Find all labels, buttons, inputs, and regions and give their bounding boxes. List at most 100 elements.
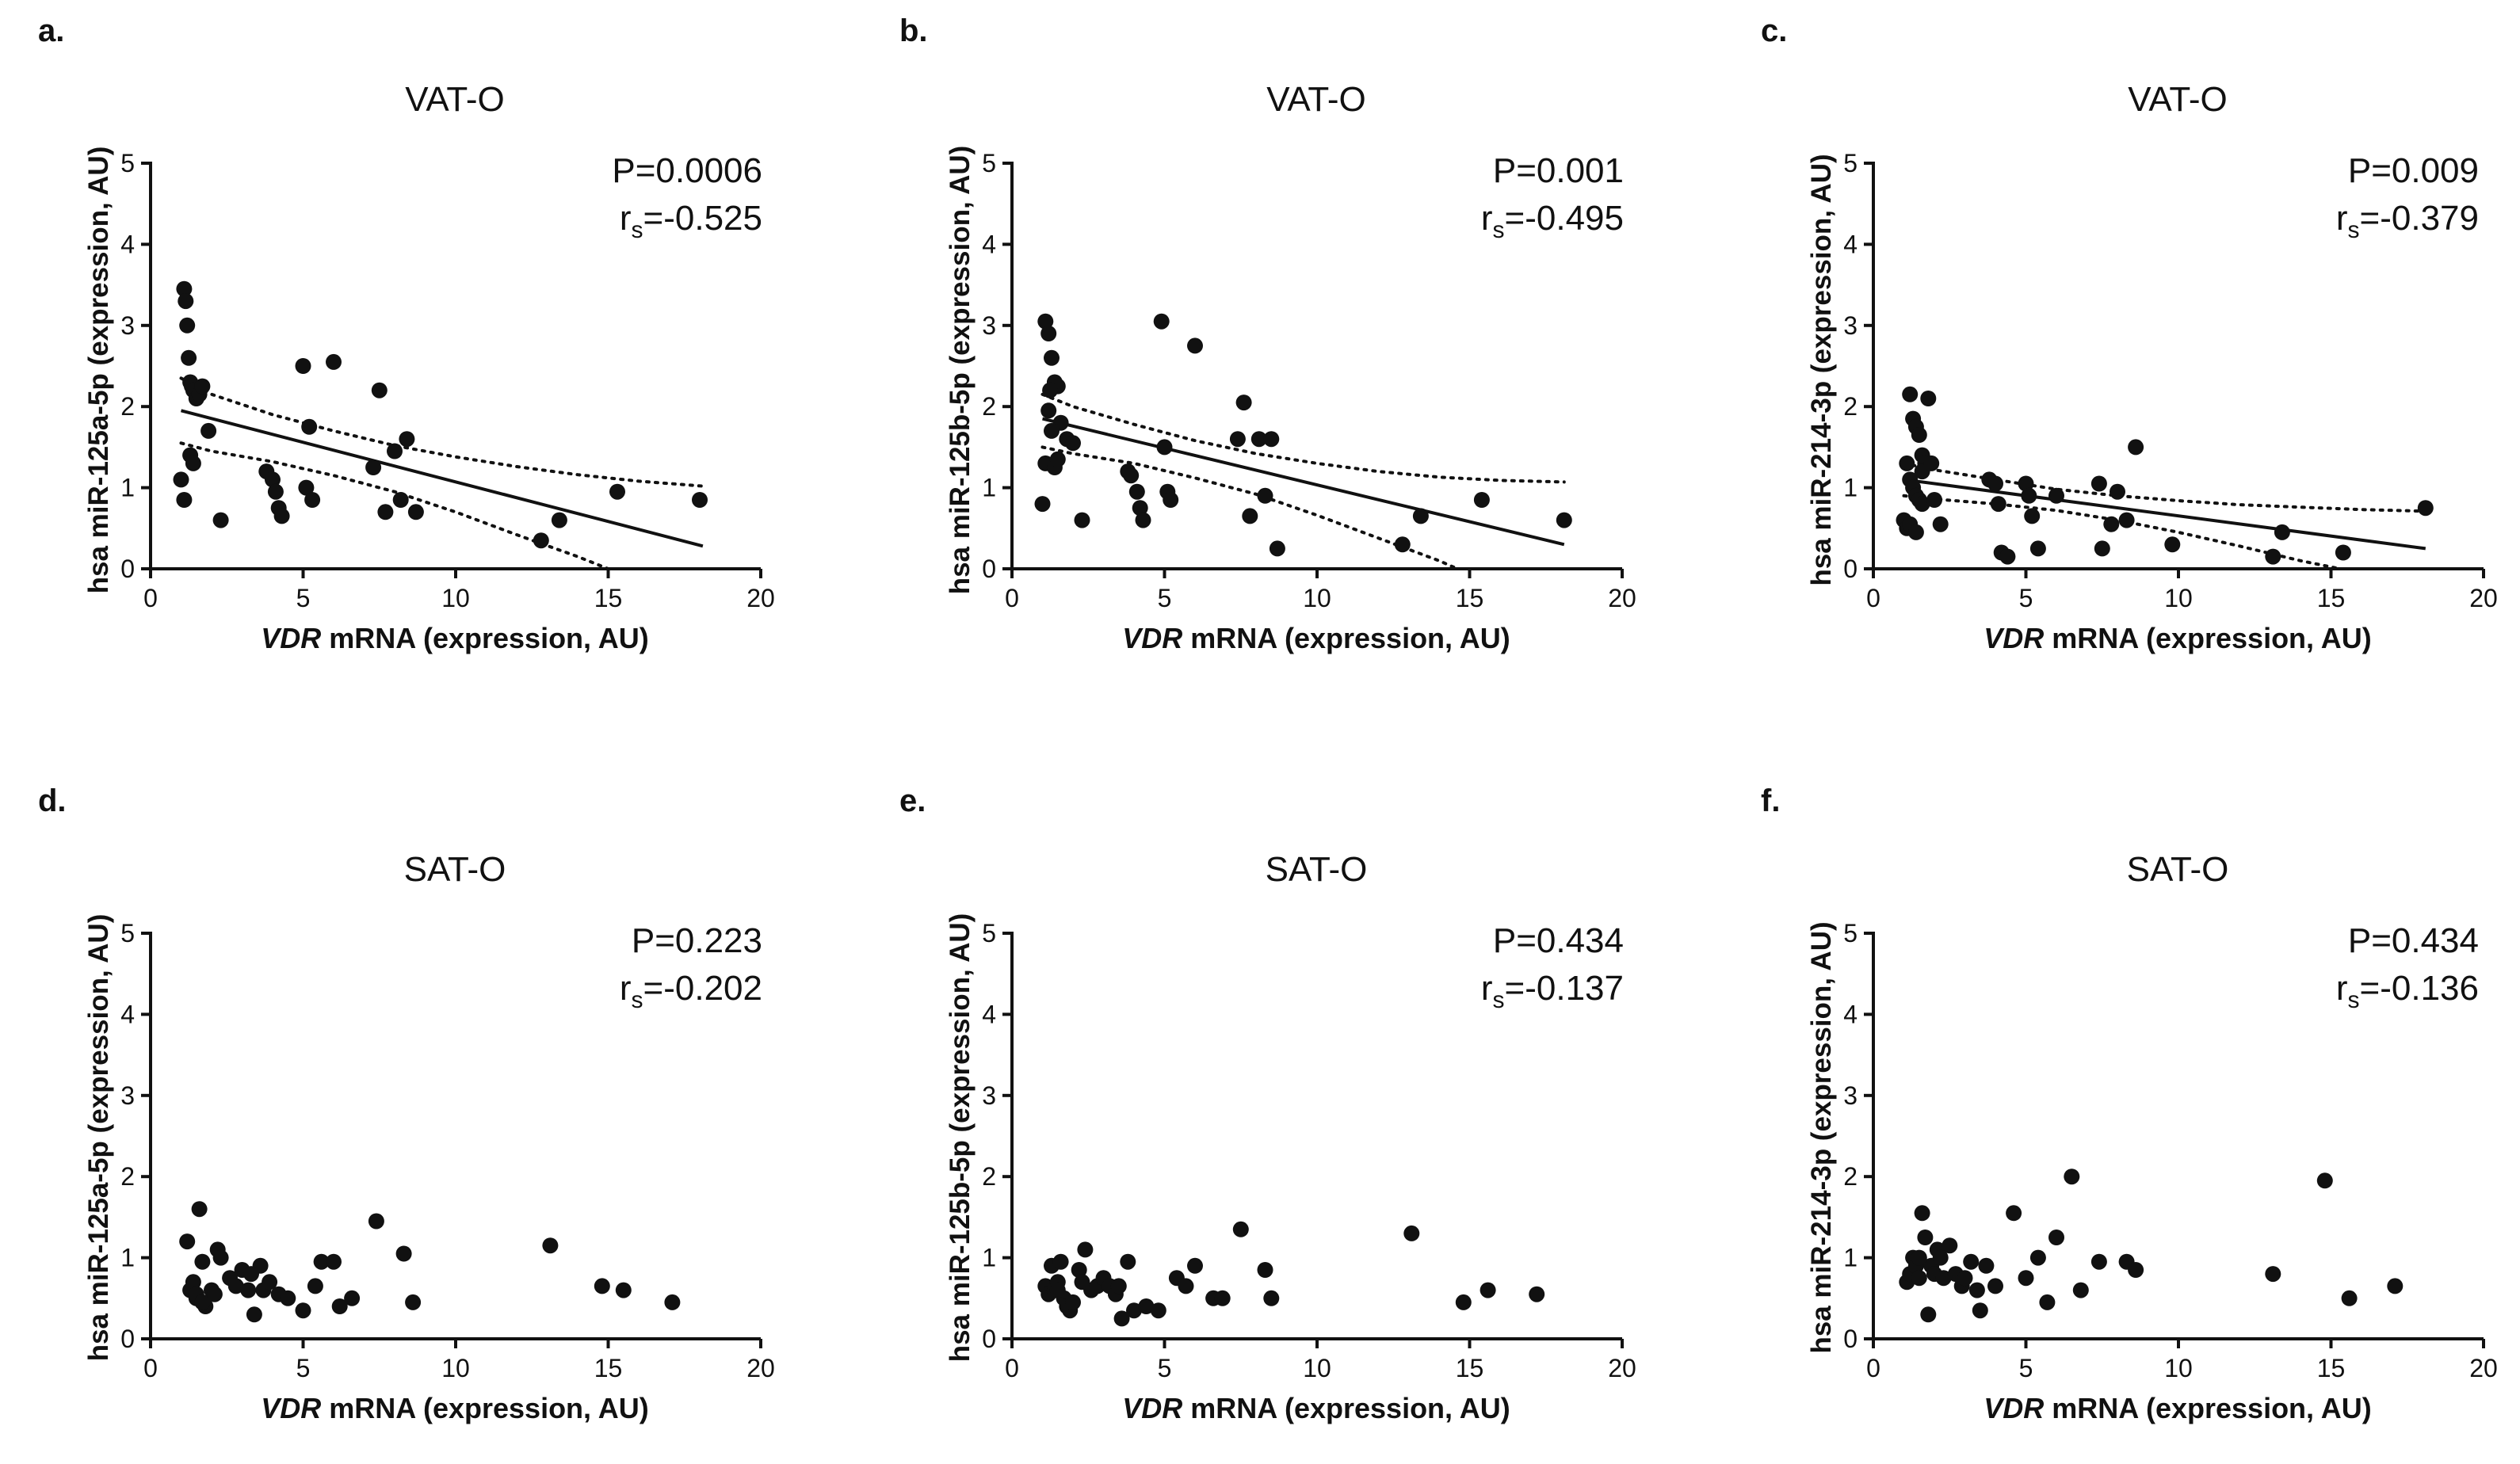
data-point: [1902, 386, 1919, 402]
data-point: [1455, 1294, 1472, 1310]
ci-lower-line: [1902, 494, 2342, 570]
y-tick-label: 2: [1843, 392, 1858, 421]
data-point: [331, 1298, 348, 1314]
y-tick-label: 1: [1843, 474, 1858, 502]
data-point: [173, 471, 189, 488]
y-tick-label: 4: [982, 230, 996, 258]
ci-upper-line: [1902, 461, 2427, 513]
data-point: [2110, 483, 2125, 500]
data-point: [1132, 500, 1148, 517]
data-point: [179, 317, 196, 334]
data-point: [1235, 395, 1252, 411]
y-tick-label: 3: [982, 1081, 996, 1110]
data-point: [246, 1306, 262, 1323]
data-point: [1250, 431, 1267, 448]
data-point: [1473, 492, 1490, 508]
data-point: [1229, 431, 1246, 448]
y-tick-label: 2: [982, 1162, 996, 1191]
plot-area: 0 1 2 3 4 5 0 5 10 15 20: [1843, 919, 2498, 1382]
data-point: [1987, 1278, 2003, 1294]
data-point: [1968, 1282, 1985, 1298]
y-axis-label: hsa miR-125b-5p (expression, AU): [945, 913, 976, 1363]
data-point: [1412, 508, 1429, 524]
spearman-r-label: rs=-0.495: [1481, 199, 1624, 243]
data-point: [2417, 500, 2434, 517]
x-tick-label: 5: [2019, 584, 2033, 612]
data-point: [1972, 1302, 1988, 1319]
data-point: [2090, 1253, 2107, 1270]
data-point: [1403, 1225, 1420, 1241]
data-point: [1394, 536, 1411, 553]
data-point: [1987, 475, 2003, 492]
data-point: [2006, 1205, 2022, 1222]
x-tick-label: 0: [1005, 584, 1019, 612]
y-tick-label: 0: [1843, 555, 1858, 583]
x-tick-label: 0: [143, 584, 158, 612]
data-point: [2103, 516, 2120, 532]
panel-a: a. VAT-O hsa miR-125a-5p (expression, AU…: [38, 13, 775, 654]
x-tick-label: 0: [1005, 1354, 1019, 1382]
x-tick-label: 20: [746, 584, 775, 612]
y-axis-label: hsa miR-125b-5p (expression, AU): [945, 146, 976, 595]
data-point: [2090, 475, 2107, 492]
y-axis-label: hsa miR-125a-5p (expression, AU): [83, 147, 114, 594]
data-point: [692, 492, 708, 508]
x-tick-label: 10: [1303, 1354, 1331, 1382]
data-point: [1263, 431, 1280, 448]
y-tick-label: 1: [1843, 1244, 1858, 1272]
plot-area: 0 1 2 3 4 5 0 5 10 15 20: [982, 919, 1636, 1382]
p-value-label: P=0.434: [2348, 921, 2479, 960]
data-point: [1049, 1282, 1066, 1298]
data-point: [1914, 496, 1930, 513]
data-point: [1153, 313, 1170, 330]
data-point: [298, 479, 315, 496]
data-point: [1932, 1249, 1949, 1266]
x-tick-label: 5: [1158, 584, 1172, 612]
data-point: [2265, 1266, 2281, 1283]
data-point: [399, 431, 415, 448]
data-point: [1128, 483, 1145, 500]
data-point: [2118, 512, 2135, 528]
data-point: [185, 455, 201, 471]
y-tick-label: 4: [120, 230, 135, 258]
data-point: [377, 504, 394, 520]
x-tick-label: 0: [143, 1354, 158, 1382]
plot-title: SAT-O: [2127, 850, 2229, 889]
x-axis-label: VDR mRNA (expression, AU): [1122, 1392, 1510, 1424]
data-point: [2024, 508, 2041, 524]
data-point: [295, 1302, 311, 1319]
y-tick-label: 4: [982, 1000, 996, 1028]
data-point: [1126, 1302, 1142, 1319]
x-tick-label: 0: [1866, 584, 1880, 612]
data-point: [1917, 1230, 1934, 1245]
y-tick-label: 3: [1843, 1081, 1858, 1110]
y-tick-label: 5: [982, 149, 996, 177]
y-tick-label: 1: [982, 1244, 996, 1272]
y-tick-label: 0: [120, 555, 135, 583]
y-tick-label: 2: [982, 392, 996, 421]
data-point: [1135, 512, 1151, 528]
data-point: [326, 353, 342, 370]
data-point: [1077, 1241, 1094, 1258]
data-point: [212, 1249, 229, 1266]
p-value-label: P=0.001: [1493, 151, 1624, 190]
plot-area: 0 1 2 3 4 5 0 5 10 15 20: [120, 919, 775, 1382]
x-tick-label: 15: [2317, 584, 2346, 612]
data-point: [2274, 524, 2290, 540]
data-point: [262, 1274, 278, 1291]
plot-title: SAT-O: [404, 850, 506, 889]
data-point: [1269, 540, 1285, 557]
data-point: [2029, 540, 2046, 557]
y-tick-label: 5: [1843, 149, 1858, 177]
data-point: [212, 512, 229, 528]
data-point: [1214, 1290, 1231, 1306]
data-point: [178, 293, 194, 310]
data-point: [2029, 1249, 2046, 1266]
data-point: [185, 1274, 201, 1291]
data-point: [191, 1201, 208, 1218]
data-point: [1914, 1205, 1930, 1222]
data-point: [1040, 402, 1057, 419]
data-point: [615, 1282, 632, 1298]
p-value-label: P=0.0006: [612, 151, 762, 190]
spearman-r-label: rs=-0.137: [1481, 969, 1624, 1013]
